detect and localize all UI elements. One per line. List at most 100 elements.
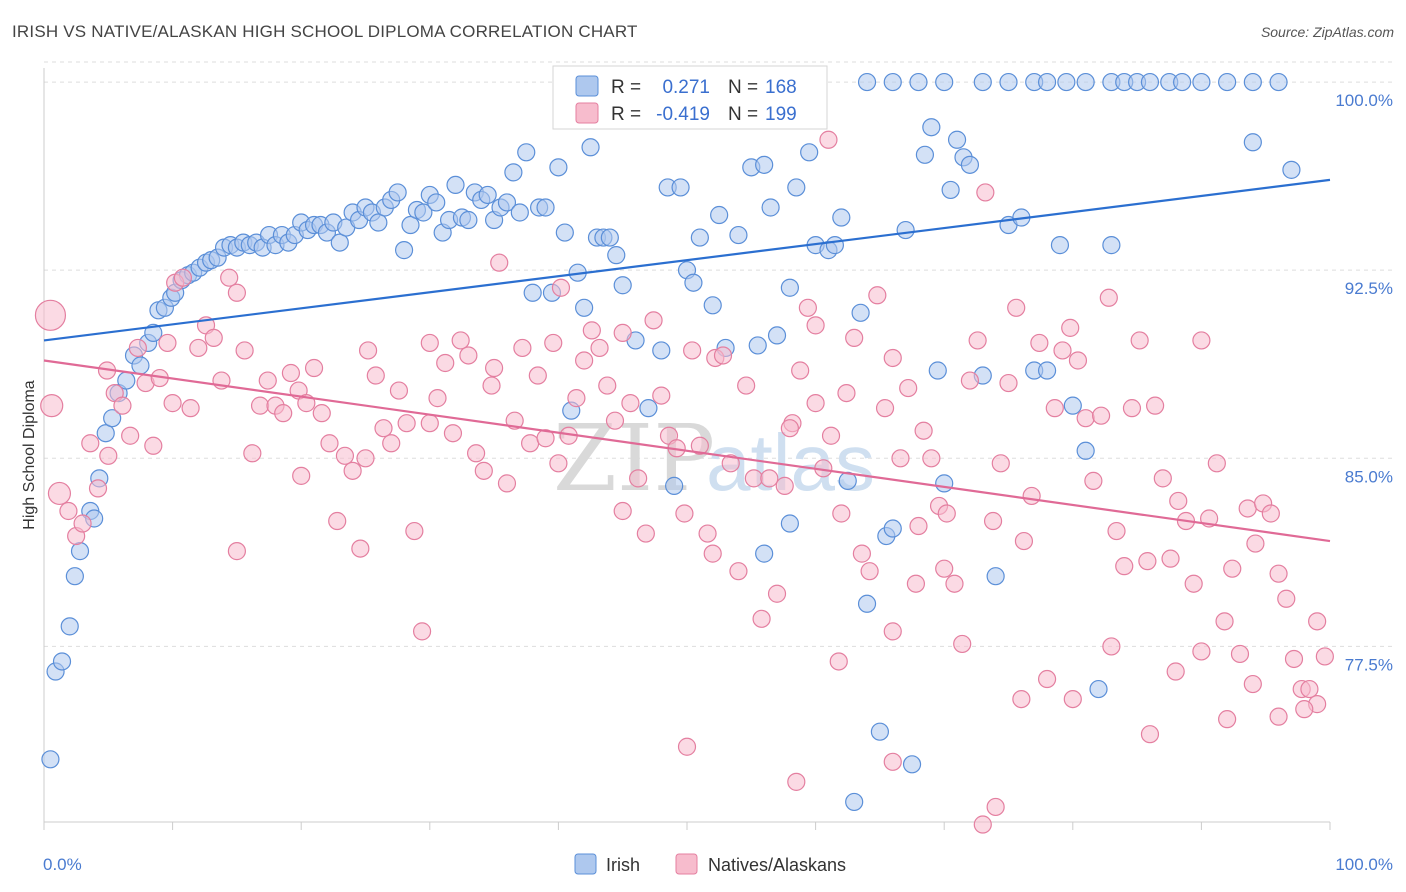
native-point — [227, 283, 246, 302]
irish-point — [915, 145, 935, 164]
native-point — [914, 421, 933, 440]
native-point — [258, 371, 277, 390]
native-point — [1022, 486, 1041, 506]
native-point — [806, 394, 825, 413]
native-point — [891, 449, 910, 468]
native-point — [1014, 531, 1034, 551]
irish-point — [1089, 679, 1108, 699]
native-point — [204, 328, 223, 348]
native-point — [163, 394, 182, 413]
native-point — [567, 389, 586, 408]
native-point — [1099, 288, 1118, 307]
native-point — [1243, 674, 1262, 694]
bottom-legend-native: Natives/Alaskans — [708, 855, 846, 875]
irish-point — [459, 210, 478, 230]
irish-point — [330, 233, 349, 252]
irish-point — [729, 225, 748, 245]
irish-point — [684, 273, 703, 292]
native-point — [582, 321, 601, 340]
irish-point — [857, 72, 877, 92]
irish-point — [935, 72, 954, 92]
native-point — [158, 333, 177, 353]
irish-point — [935, 474, 954, 493]
native-point — [860, 562, 879, 581]
irish-point — [52, 652, 72, 671]
y-axis-title: High School Diploma — [21, 380, 38, 530]
native-point — [713, 346, 733, 365]
native-point — [528, 366, 547, 385]
native-point — [729, 562, 748, 581]
native-point — [1130, 331, 1149, 350]
native-point — [1269, 564, 1288, 583]
irish-point — [446, 175, 465, 195]
native-point — [1068, 351, 1088, 370]
native-point — [590, 338, 609, 358]
native-point — [382, 434, 401, 453]
irish-point — [703, 296, 722, 315]
irish-point — [973, 72, 992, 92]
irish-point — [96, 424, 115, 443]
native-point — [81, 434, 100, 453]
irish-point — [607, 246, 626, 265]
native-point — [304, 358, 324, 378]
native-point — [1246, 534, 1265, 553]
irish-point — [103, 409, 122, 428]
native-point — [1140, 725, 1160, 744]
native-point — [1295, 700, 1314, 719]
native-point — [121, 426, 140, 445]
native-point — [1192, 331, 1211, 350]
native-point — [1161, 549, 1180, 568]
native-point — [613, 501, 632, 521]
native-point — [605, 411, 625, 430]
native-point — [780, 419, 799, 438]
native-point — [999, 373, 1018, 393]
irish-point — [575, 298, 594, 317]
native-point — [420, 414, 439, 433]
y-tick-label: 85.0% — [1345, 467, 1393, 486]
native-point — [1146, 396, 1165, 415]
native-point — [497, 474, 517, 493]
irish-point — [1057, 72, 1076, 92]
native-point — [819, 130, 838, 149]
native-point — [1261, 504, 1280, 523]
native-point — [513, 338, 532, 358]
irish-point — [755, 544, 774, 563]
irish-point — [1243, 72, 1262, 92]
native-point — [868, 286, 887, 305]
native-point — [351, 539, 370, 558]
native-point — [652, 386, 671, 405]
native-point — [1153, 469, 1172, 488]
irish-point — [394, 241, 414, 260]
native-point — [575, 351, 594, 370]
native-point — [1277, 589, 1296, 608]
native-point — [677, 737, 697, 756]
native-point — [883, 348, 902, 368]
native-point — [1169, 491, 1188, 511]
irish-point — [581, 138, 600, 157]
native-point — [953, 634, 972, 654]
irish-point — [902, 755, 922, 774]
watermark-zip: ZIP — [553, 405, 715, 512]
native-point — [791, 361, 810, 380]
native-point — [292, 466, 311, 485]
native-point — [1308, 612, 1327, 631]
legend-r-label-native: R = — [611, 104, 641, 125]
irish-point — [825, 236, 844, 255]
trend-lines — [43, 178, 1331, 543]
native-point — [243, 444, 262, 463]
native-point — [343, 461, 362, 480]
native-point — [1107, 521, 1126, 541]
irish-point — [1173, 72, 1192, 92]
native-point — [883, 622, 902, 641]
native-point — [986, 797, 1005, 817]
bottom-legend: Irish Natives/Alaskans — [574, 853, 846, 875]
irish-point — [1050, 236, 1070, 255]
irish-point — [870, 722, 890, 741]
irish-point — [1140, 72, 1160, 92]
native-point — [703, 544, 722, 563]
irish-point — [131, 356, 150, 375]
native-point — [721, 454, 740, 473]
native-point — [1037, 669, 1057, 689]
native-point — [821, 426, 841, 445]
native-point — [312, 404, 331, 423]
